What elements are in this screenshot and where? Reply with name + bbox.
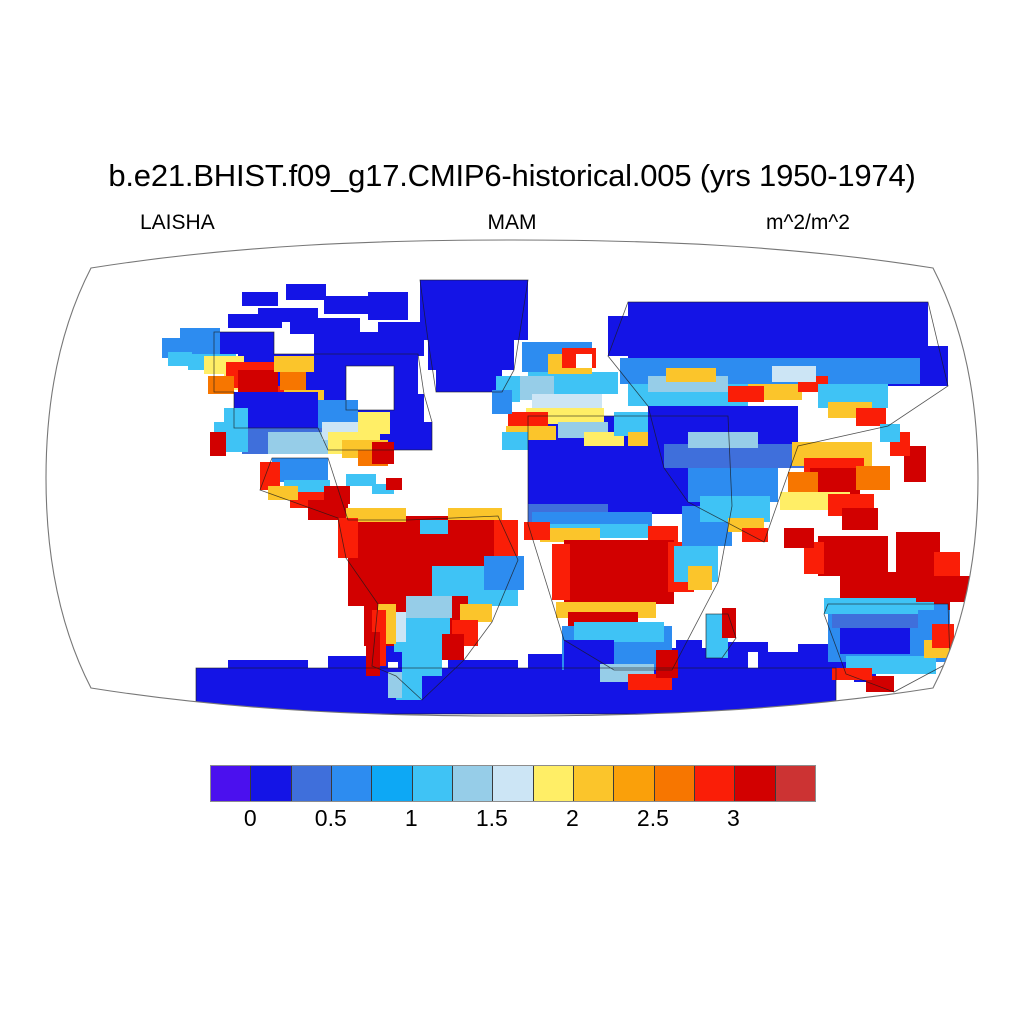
- colorbar-cell: [291, 766, 332, 801]
- colorbar-cell: [533, 766, 574, 801]
- colorbar-cell: [211, 766, 252, 801]
- colorbar-tick-label: 1: [404, 805, 418, 831]
- colorbar-tick-label: 3: [727, 805, 740, 831]
- subtitle-row: LAISHA MAM m^2/m^2: [0, 210, 1024, 236]
- units-label: m^2/m^2: [766, 211, 850, 234]
- region-south-america: [338, 508, 524, 700]
- colorbar-cell: [735, 766, 776, 801]
- colorbar-cell: [251, 766, 292, 801]
- colorbar-cell: [573, 766, 615, 801]
- region-north-america: [162, 280, 528, 520]
- colorbar-tick-label: 2.5: [636, 805, 669, 831]
- colorbar-tick-label: 2: [565, 805, 579, 831]
- season-label: MAM: [487, 211, 537, 234]
- colorbar-cell: [694, 766, 736, 801]
- colorbar-tick-label: 1.5: [475, 805, 508, 831]
- colorbar-cell: [372, 766, 413, 801]
- colorbar-tick-labels: 0 0.5 1 1.5 2 2.5 3: [210, 803, 816, 837]
- variable-label: LAISHA: [140, 211, 215, 234]
- map-canvas: [45, 239, 979, 717]
- colorbar-cell: [654, 766, 695, 801]
- colorbar-tick-label: 0.5: [314, 805, 347, 831]
- colorbar-cell: [614, 766, 655, 801]
- colorbar-cell: [775, 766, 815, 801]
- map-data-layer: [46, 240, 978, 716]
- colorbar: 0 0.5 1 1.5 2 2.5 3: [210, 765, 816, 839]
- colorbar-strip[interactable]: [210, 765, 816, 802]
- world-map: [28, 236, 996, 720]
- colorbar-cell: [412, 766, 453, 801]
- colorbar-cell: [452, 766, 494, 801]
- colorbar-tick-label: 0: [243, 805, 257, 831]
- colorbar-cell: [493, 766, 534, 801]
- map-frame: [45, 239, 979, 717]
- page-title: b.e21.BHIST.f09_g17.CMIP6-historical.005…: [108, 158, 916, 193]
- colorbar-cell: [331, 766, 373, 801]
